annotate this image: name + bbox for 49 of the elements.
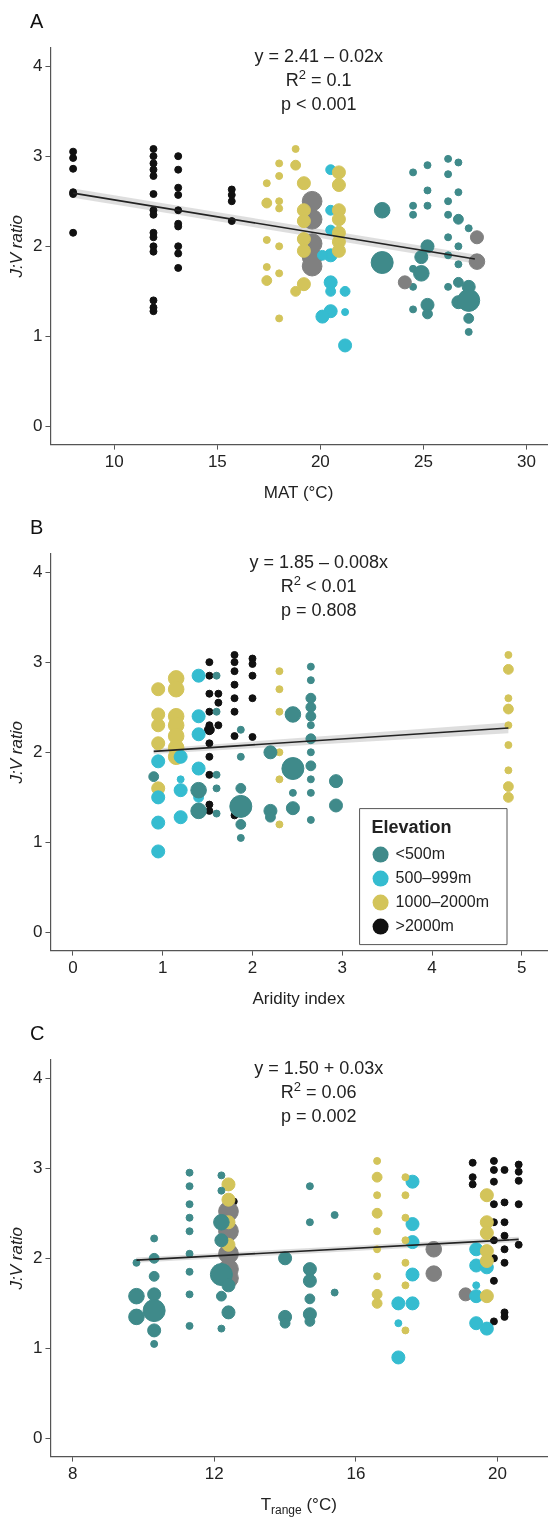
y-tick-label: 2: [32, 741, 43, 761]
annotation: y = 2.41 – 0.02x: [254, 46, 384, 66]
x-tick-label: 2: [247, 958, 258, 978]
y-tick-label: 4: [32, 1067, 43, 1087]
y-axis-title: J:V ratio: [7, 721, 26, 785]
x-tick-label: 15: [207, 452, 227, 472]
x-tick-label: 16: [346, 1464, 366, 1484]
legend-label: >2000m: [395, 917, 454, 935]
x-tick-label: 30: [516, 452, 536, 472]
chart-title: B: [30, 515, 44, 538]
chart-title: C: [30, 1021, 45, 1044]
annotation: p < 0.001: [280, 94, 357, 114]
y-tick-label: 2: [32, 1247, 43, 1267]
y-tick-label: 1: [32, 832, 43, 852]
x-tick-label: 3: [337, 958, 348, 978]
y-tick-label: 4: [32, 561, 43, 581]
y-tick-label: 1: [32, 1338, 43, 1358]
y-tick-label: 0: [32, 416, 43, 436]
legend-label: 1000–2000m: [395, 893, 490, 911]
chart-title: A: [30, 9, 44, 32]
legend-label: 500–999m: [395, 869, 472, 887]
annotation: y = 1.85 – 0.008x: [249, 552, 389, 572]
y-tick-label: 3: [32, 145, 43, 165]
y-axis-title: J:V ratio: [7, 1227, 26, 1291]
legend-label: <500m: [395, 845, 445, 863]
x-tick-label: 20: [310, 452, 330, 472]
x-tick-label: 25: [413, 452, 433, 472]
y-tick-label: 2: [32, 235, 43, 255]
x-tick-label: 12: [204, 1464, 224, 1484]
x-tick-label: 1: [157, 958, 168, 978]
x-axis-title: MAT (°C): [263, 483, 334, 502]
annotation: p = 0.808: [280, 600, 357, 620]
y-tick-label: 1: [32, 326, 43, 346]
annotation: y = 1.50 + 0.03x: [254, 1058, 384, 1078]
x-tick-label: 0: [68, 958, 78, 978]
x-tick-label: 8: [68, 1464, 78, 1484]
y-tick-label: 3: [32, 651, 43, 671]
x-tick-label: 20: [487, 1464, 507, 1484]
legend-title: Elevation: [371, 816, 452, 837]
annotation: p = 0.002: [280, 1106, 357, 1126]
y-tick-label: 0: [32, 922, 43, 942]
x-tick-label: 5: [517, 958, 527, 978]
y-tick-label: 3: [32, 1157, 43, 1177]
x-axis-title: Aridity index: [252, 989, 346, 1008]
x-tick-label: 10: [104, 452, 124, 472]
x-tick-label: 4: [427, 958, 437, 978]
y-axis-title: J:V ratio: [7, 215, 26, 279]
y-tick-label: 4: [32, 55, 43, 75]
y-tick-label: 0: [32, 1428, 43, 1448]
